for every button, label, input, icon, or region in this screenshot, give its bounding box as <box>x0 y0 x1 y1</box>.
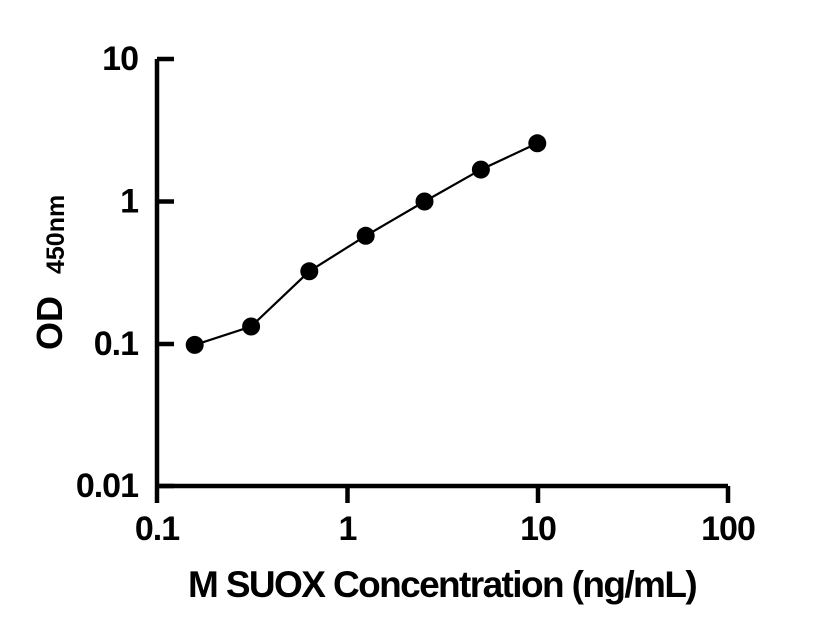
svg-text:1: 1 <box>120 183 138 221</box>
svg-text:0.01: 0.01 <box>76 467 138 505</box>
svg-text:M SUOX Concentration (ng/mL): M SUOX Concentration (ng/mL) <box>188 564 696 605</box>
svg-text:1: 1 <box>339 510 357 548</box>
svg-text:0.1: 0.1 <box>94 325 138 363</box>
svg-text:OD: OD <box>29 296 70 350</box>
svg-text:450nm: 450nm <box>42 195 70 274</box>
svg-text:100: 100 <box>701 510 755 548</box>
svg-text:10: 10 <box>102 40 138 78</box>
svg-text:10: 10 <box>520 510 556 548</box>
svg-text:0.1: 0.1 <box>135 510 179 548</box>
